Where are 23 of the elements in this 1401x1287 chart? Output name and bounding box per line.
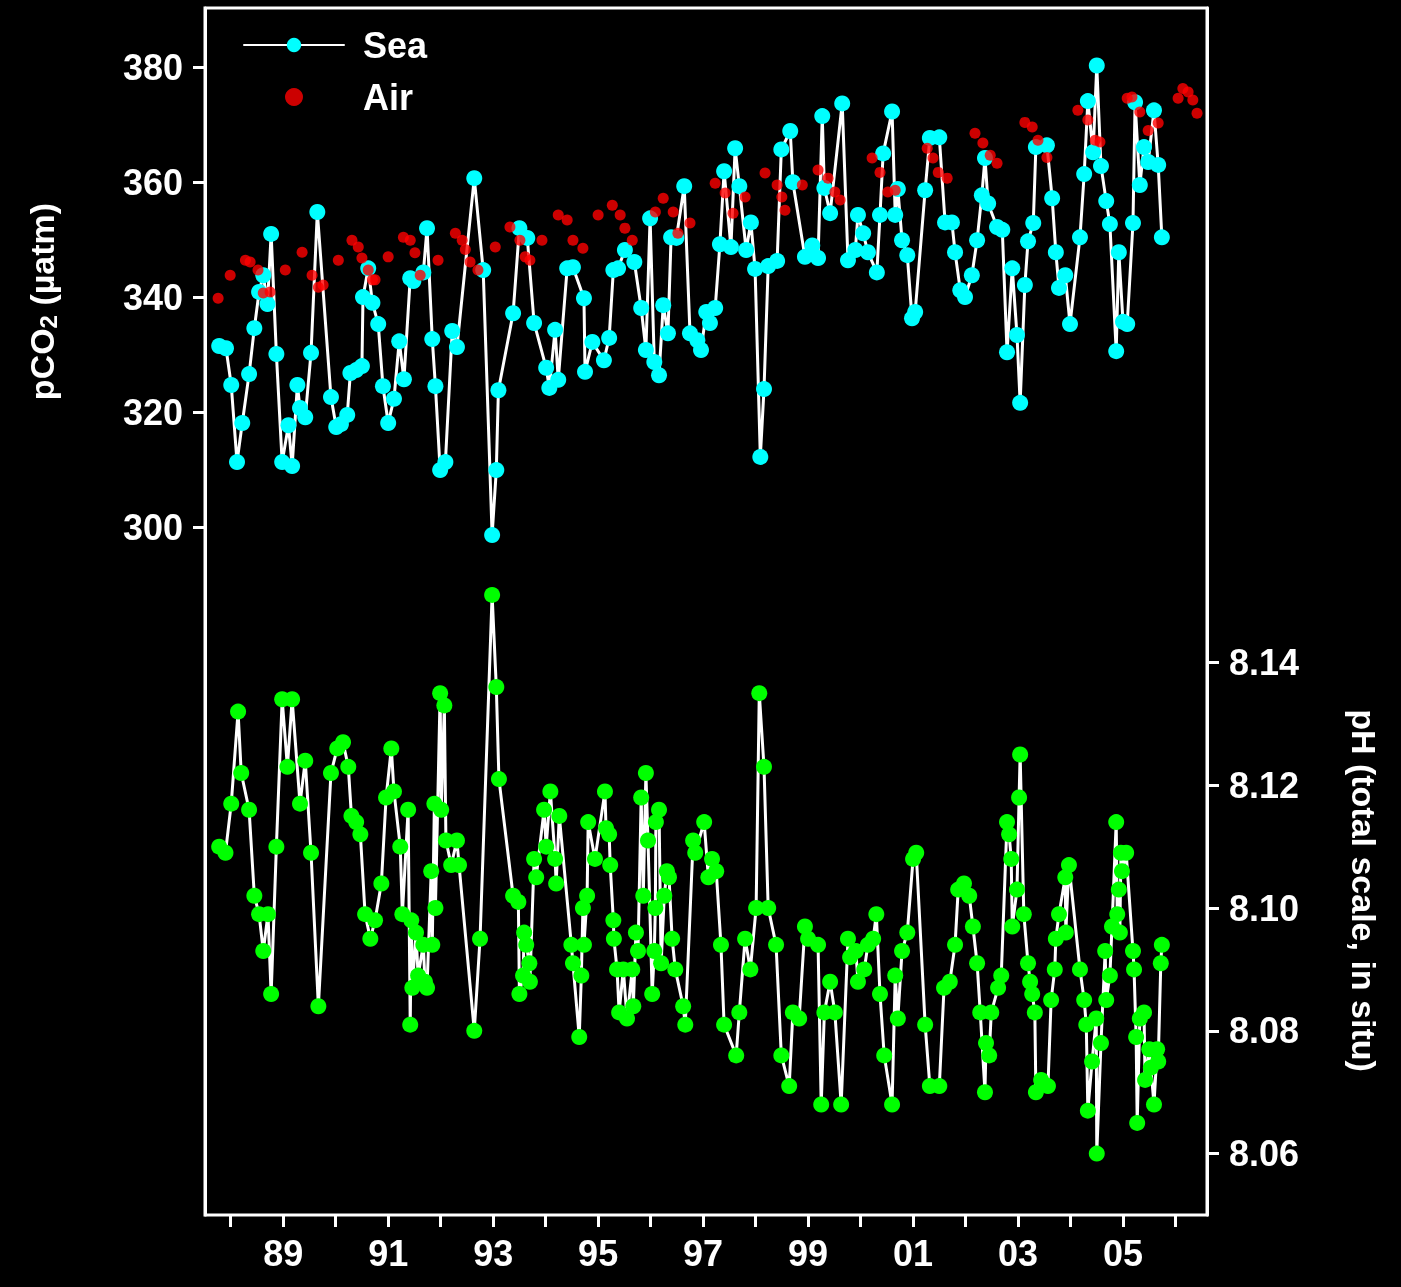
x-tick-label: 01 [893,1232,934,1274]
y-tick-label: 380 [122,46,183,88]
legend-label: Sea [363,24,429,66]
y2-tick-label: 8.08 [1229,1010,1300,1052]
x-tick-label: 05 [1103,1232,1144,1274]
y-tick-label: 340 [122,276,183,318]
y-tick-label: 360 [122,161,183,203]
y2-tick-label: 8.10 [1229,887,1300,929]
x-tick-label: 91 [368,1232,409,1274]
x-tick-label: 93 [473,1232,514,1274]
x-tick-label: 97 [683,1232,724,1274]
legend-label: Air [363,76,414,118]
y-tick-label: 300 [122,506,183,548]
x-tick-label: 99 [788,1232,829,1274]
x-tick-label: 89 [263,1232,304,1274]
y2-tick-label: 8.12 [1229,764,1300,806]
y2-tick-label: 8.06 [1229,1133,1300,1175]
y2-tick-label: 8.14 [1229,641,1300,683]
y2-axis-title: pH (total scale, in situ) [1345,709,1383,1072]
x-tick-label: 03 [998,1232,1039,1274]
y-tick-label: 320 [122,391,183,433]
x-tick-label: 95 [578,1232,619,1274]
y-axis-title: pCO2 (µatm) [23,202,62,401]
